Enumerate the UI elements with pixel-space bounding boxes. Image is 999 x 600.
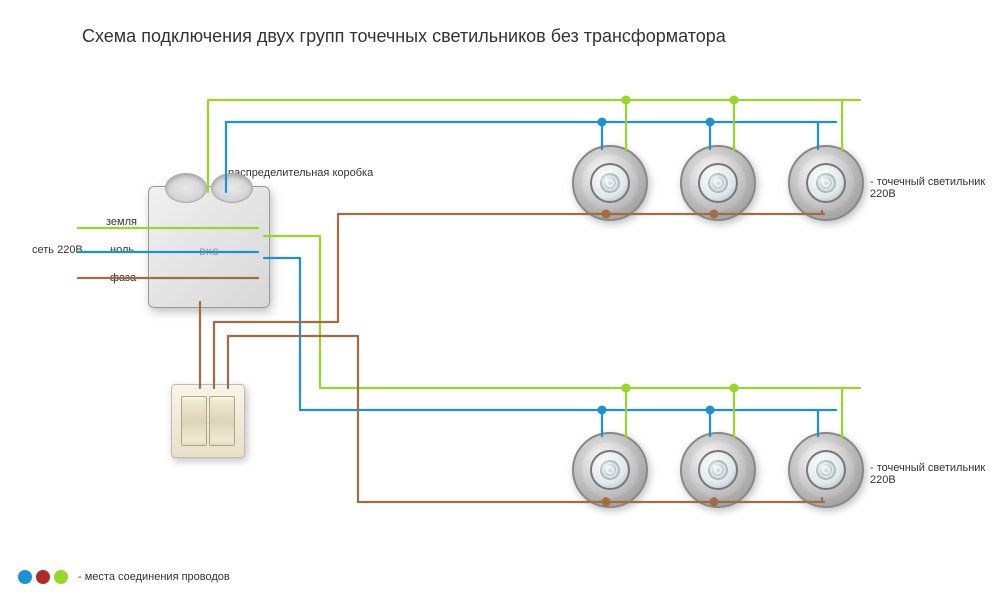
spotlight-top-1 <box>572 145 648 221</box>
switch-rocker-2 <box>209 396 235 446</box>
legend-dot-red <box>36 570 50 584</box>
double-switch <box>171 384 245 458</box>
mains-label: сеть 220В <box>32 244 83 256</box>
legend-text: - места соединения проводов <box>78 571 230 583</box>
spotlight-bottom-2 <box>680 432 756 508</box>
spotlight-bottom-label: - точечный светильник 220В <box>870 462 999 486</box>
junction-box-label: распределительная коробка <box>228 167 373 179</box>
phase-label: фаза <box>110 272 136 284</box>
spotlight-top-3 <box>788 145 864 221</box>
junction-box-brand: DKC <box>199 247 218 257</box>
junction-box: DKC <box>148 186 270 308</box>
legend: - места соединения проводов <box>18 570 230 584</box>
ground-label: земля <box>106 216 137 228</box>
spotlight-bottom-1 <box>572 432 648 508</box>
legend-dot-blue <box>18 570 32 584</box>
spotlight-top-2 <box>680 145 756 221</box>
legend-dot-green <box>54 570 68 584</box>
neutral-label: ноль <box>110 244 134 256</box>
switch-rocker-1 <box>181 396 207 446</box>
spotlight-bottom-3 <box>788 432 864 508</box>
diagram-title: Схема подключения двух групп точечных св… <box>82 26 726 47</box>
spotlight-top-label: - точечный светильник 220В <box>870 176 999 200</box>
